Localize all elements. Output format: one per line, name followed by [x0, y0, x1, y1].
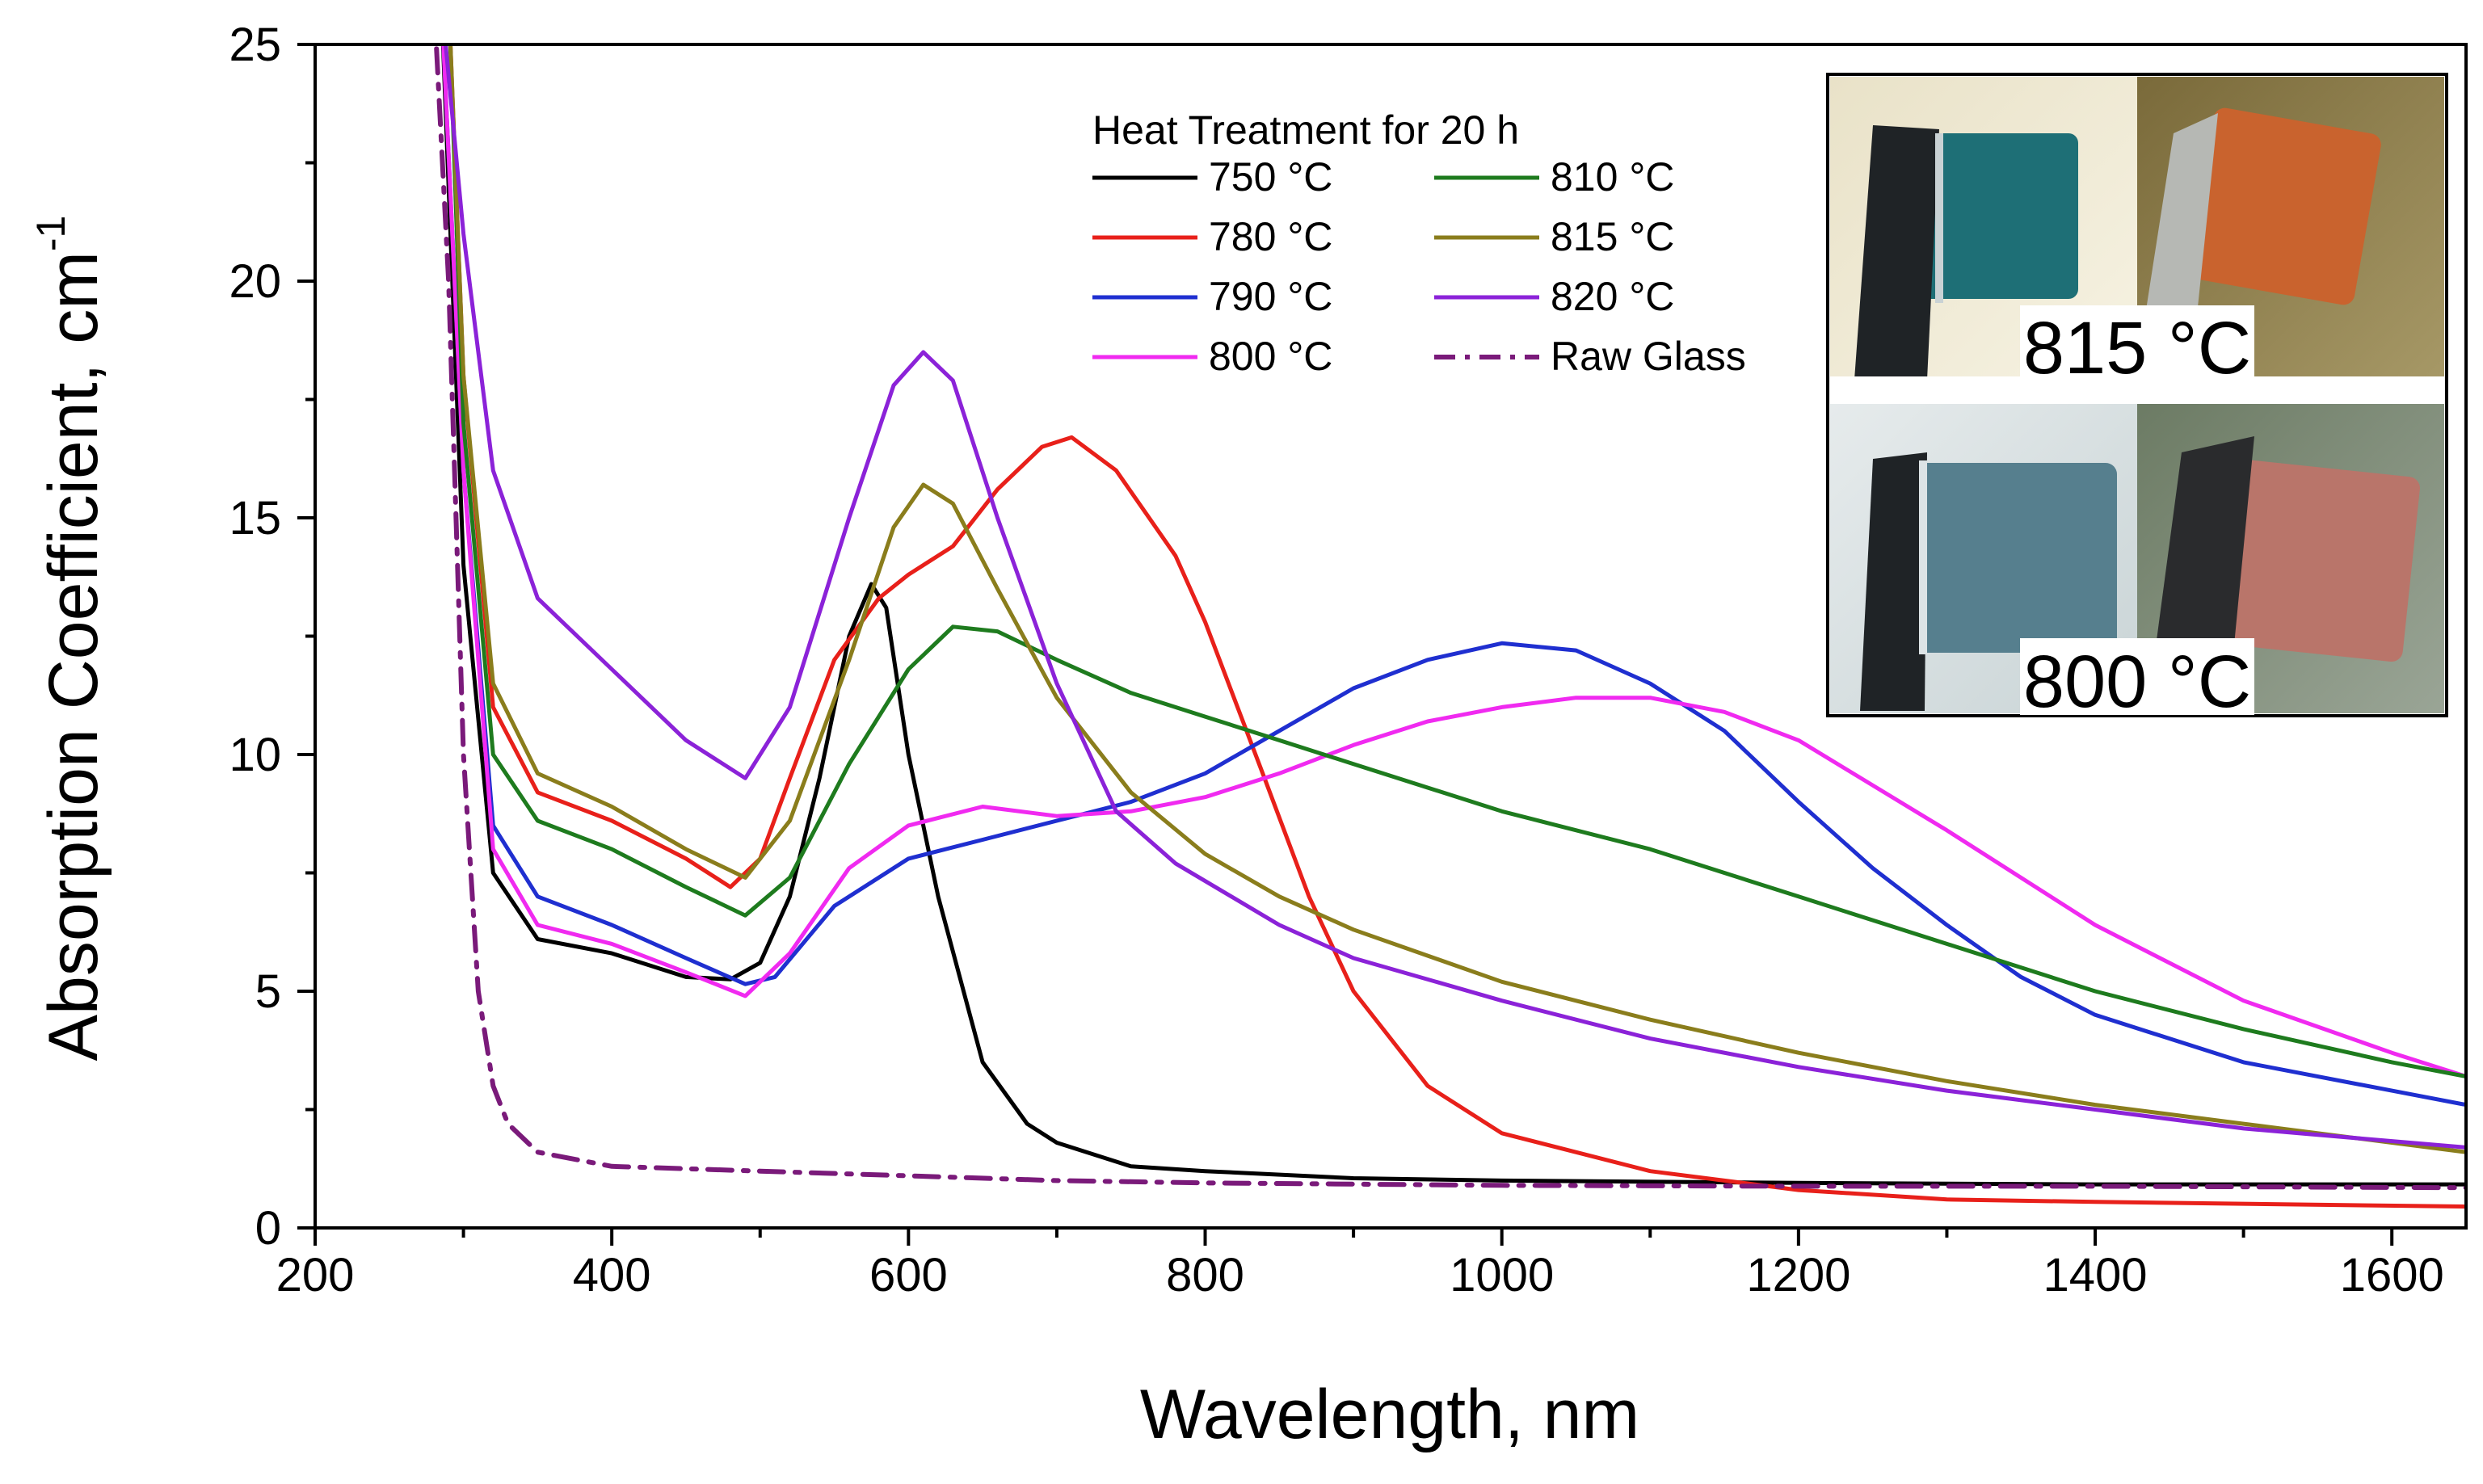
x-tick-label: 200: [276, 1249, 355, 1301]
y-axis: 0 5 10 15 20 25: [229, 19, 315, 1255]
legend-label-815-c: 815 °C: [1551, 214, 1674, 259]
series-line-raw-glass: [433, 44, 2466, 1191]
x-tick-label: 400: [573, 1249, 651, 1301]
series-layer: [433, 44, 2466, 1209]
inset-photos: 815 °C 800 °C: [1826, 73, 2448, 723]
series-line-750-c: [440, 44, 2466, 1187]
x-tick-label: 1000: [1450, 1249, 1554, 1301]
photo-815-blue: [1830, 77, 2137, 380]
x-axis-title: Wavelength, nm: [1140, 1376, 1639, 1453]
series-line-815-c: [448, 44, 2466, 1154]
x-tick-label: 1600: [2340, 1249, 2444, 1301]
series-line-820-c: [444, 44, 2466, 1150]
x-tick-label: 1400: [2043, 1249, 2148, 1301]
legend-label-820-c: 820 °C: [1551, 274, 1674, 319]
x-axis: 200 400 600 800 1000 1200 1400 1600: [276, 1228, 2444, 1301]
legend-label-750-c: 750 °C: [1209, 154, 1332, 200]
y-tick-label: 15: [229, 492, 281, 544]
series-line-810-c: [448, 44, 2466, 1078]
series-line-790-c: [441, 44, 2466, 1108]
legend-label-800-c: 800 °C: [1209, 334, 1332, 379]
y-axis-title-superscript: -1: [28, 216, 74, 251]
x-tick-label: 600: [869, 1249, 948, 1301]
series-line-800-c: [441, 44, 2466, 1078]
y-tick-label: 5: [255, 965, 281, 1018]
y-tick-label: 25: [229, 19, 281, 71]
y-tick-label: 10: [229, 729, 281, 781]
y-axis-title: Absorption Coefficient, cm-1: [28, 216, 112, 1062]
legend-label-790-c: 790 °C: [1209, 274, 1332, 319]
x-tick-label: 800: [1166, 1249, 1244, 1301]
legend-label-raw-glass: Raw Glass: [1551, 334, 1746, 379]
legend: Heat Treatment for 20 h 750 °C 780 °C 790 …: [1092, 107, 1746, 379]
inset-label-800: 800 °C: [2023, 641, 2251, 723]
photo-800-blue: [1830, 404, 2137, 713]
y-tick-label: 20: [229, 255, 281, 308]
series-line-780-c: [448, 44, 2466, 1209]
y-tick-label: 0: [255, 1202, 281, 1255]
x-tick-label: 1200: [1746, 1249, 1850, 1301]
y-axis-title-text: Absorption Coefficient, cm: [35, 251, 112, 1061]
legend-label-810-c: 810 °C: [1551, 154, 1674, 200]
legend-label-780-c: 780 °C: [1209, 214, 1332, 259]
photo-800-orange: [2137, 404, 2444, 713]
legend-title: Heat Treatment for 20 h: [1092, 107, 1519, 153]
inset-label-815: 815 °C: [2023, 307, 2251, 389]
